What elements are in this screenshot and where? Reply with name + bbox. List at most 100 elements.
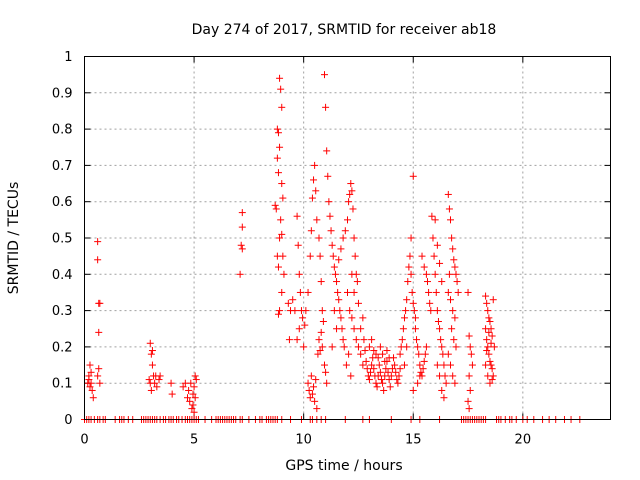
data-point	[483, 347, 491, 355]
data-point	[350, 234, 358, 242]
data-point	[189, 401, 197, 409]
data-point	[320, 361, 328, 369]
data-point	[413, 336, 421, 344]
y-tick-label: 0.3	[52, 304, 73, 319]
data-point	[361, 347, 369, 355]
data-point	[274, 310, 282, 318]
data-point	[447, 296, 455, 304]
data-point	[185, 386, 193, 394]
data-point	[95, 328, 103, 336]
data-point	[333, 278, 341, 286]
data-point	[296, 288, 304, 296]
data-point	[482, 361, 490, 369]
x-axis-label: GPS time / hours	[285, 458, 402, 474]
data-point	[85, 376, 93, 384]
data-point	[280, 270, 288, 278]
data-point	[433, 361, 441, 369]
x-tick-label: 0	[80, 433, 88, 448]
data-point	[350, 288, 358, 296]
data-point	[94, 372, 102, 380]
data-point	[346, 307, 354, 315]
data-point	[485, 328, 493, 336]
data-point	[385, 354, 393, 362]
data-point	[351, 252, 359, 260]
data-point	[295, 325, 303, 333]
data-point	[445, 270, 453, 278]
data-point	[488, 332, 496, 340]
data-point	[319, 317, 327, 325]
y-tick-label: 0.4	[52, 268, 73, 283]
data-point	[320, 71, 328, 79]
data-point	[316, 347, 324, 355]
data-point	[348, 270, 356, 278]
data-point	[341, 227, 349, 235]
data-point	[156, 372, 164, 380]
data-point	[487, 339, 495, 347]
x-tick-label: 5	[190, 433, 198, 448]
data-point	[451, 314, 459, 322]
data-point	[274, 129, 282, 137]
data-point	[483, 336, 491, 344]
data-point	[345, 350, 353, 358]
data-point	[376, 343, 384, 351]
y-tick-label: 0.7	[52, 159, 73, 174]
x-tick-label: 10	[295, 433, 312, 448]
data-point	[304, 288, 312, 296]
data-point	[363, 365, 371, 373]
data-point	[484, 307, 492, 315]
data-point	[186, 397, 194, 405]
data-point	[285, 336, 293, 344]
data-point	[323, 147, 331, 155]
data-point	[381, 372, 389, 380]
data-point	[339, 336, 347, 344]
data-point	[327, 227, 335, 235]
data-point	[370, 365, 378, 373]
data-point	[391, 361, 399, 369]
y-axis-label: SRMTID / TECUs	[6, 182, 22, 295]
data-point	[447, 361, 455, 369]
data-point	[415, 350, 423, 358]
data-point	[420, 357, 428, 365]
data-point	[448, 325, 456, 333]
y-tick-label: 0.6	[52, 195, 73, 210]
data-point	[400, 314, 408, 322]
data-point	[392, 368, 400, 376]
data-point	[385, 376, 393, 384]
data-point	[304, 379, 312, 387]
data-point	[376, 368, 384, 376]
data-point	[414, 343, 422, 351]
data-point	[308, 390, 316, 398]
data-point	[237, 241, 245, 249]
data-point	[335, 296, 343, 304]
data-point	[325, 198, 333, 206]
data-point	[279, 252, 287, 260]
data-point	[354, 343, 362, 351]
data-point	[423, 278, 431, 286]
data-point	[307, 227, 315, 235]
data-point	[278, 180, 286, 188]
data-point	[403, 343, 411, 351]
data-point	[354, 299, 362, 307]
data-point	[380, 386, 388, 394]
data-point	[315, 234, 323, 242]
data-point	[365, 376, 373, 384]
data-point	[379, 350, 387, 358]
data-point	[276, 307, 284, 315]
data-point	[357, 325, 365, 333]
data-point	[449, 307, 457, 315]
data-point	[438, 386, 446, 394]
data-point	[326, 212, 334, 220]
data-point	[420, 263, 428, 271]
data-point	[311, 397, 319, 405]
data-point	[87, 368, 95, 376]
data-point	[407, 234, 415, 242]
data-point	[428, 212, 436, 220]
data-point	[344, 216, 351, 224]
y-tick-label: 1	[64, 50, 72, 65]
data-point	[431, 270, 439, 278]
data-point	[277, 85, 285, 93]
data-point	[86, 361, 94, 369]
data-point	[450, 336, 458, 344]
data-point	[407, 270, 415, 278]
